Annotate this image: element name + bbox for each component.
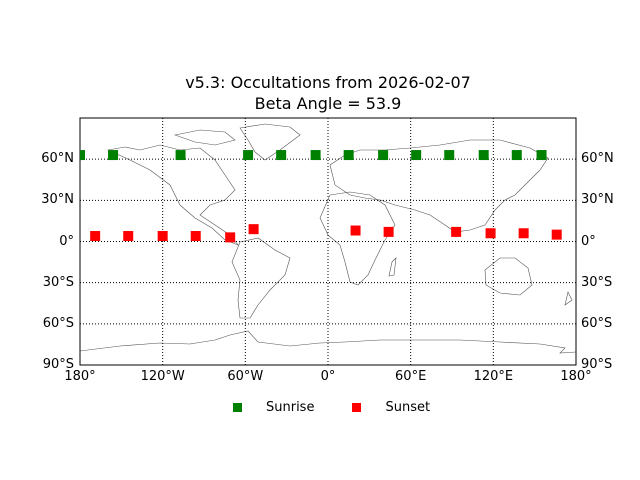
y-tick-label: 0° xyxy=(581,233,596,249)
sunrise-marker xyxy=(511,150,522,161)
y-tick-label: 60°S xyxy=(581,315,613,331)
y-tick-label: 60°N xyxy=(581,151,614,167)
sunset-marker xyxy=(248,224,259,235)
sunset-marker xyxy=(383,226,394,237)
sunset-marker xyxy=(350,225,361,236)
sunrise-marker xyxy=(175,150,186,161)
x-tick-label: 120°W xyxy=(140,369,185,384)
x-tick-label: 180° xyxy=(64,369,96,384)
occultation-markers xyxy=(80,150,562,243)
sunset-swatch-icon xyxy=(352,403,362,412)
sunrise-marker xyxy=(108,150,119,161)
sunset-marker xyxy=(123,231,134,242)
sunset-marker xyxy=(485,228,496,239)
sunrise-marker xyxy=(444,150,455,161)
x-tick-label: 0° xyxy=(320,369,336,384)
y-tick-label: 90°S xyxy=(581,357,613,372)
sunrise-marker xyxy=(343,150,354,161)
sunrise-swatch-icon xyxy=(233,403,242,412)
sunrise-marker xyxy=(80,150,85,161)
x-tick-label: 120°E xyxy=(473,369,514,384)
plot-frame xyxy=(79,117,577,366)
x-tick-label: 60°W xyxy=(227,369,264,384)
chart-title: v5.3: Occultations from 2026-02-07 xyxy=(185,73,471,92)
sunset-marker xyxy=(190,231,201,242)
chart-subtitle: Beta Angle = 53.9 xyxy=(254,94,402,113)
sunset-marker xyxy=(518,228,529,239)
y-tick-label: 0° xyxy=(59,233,74,249)
y-tick-label: 90°S xyxy=(42,357,74,372)
legend-label-sunset: Sunset xyxy=(385,400,431,415)
y-tick-label: 60°N xyxy=(41,151,74,167)
sunset-marker xyxy=(551,229,562,240)
sunrise-marker xyxy=(536,150,547,161)
sunrise-marker xyxy=(411,150,422,161)
y-tick-label: 30°N xyxy=(41,192,74,208)
legend-item-sunrise: Sunrise xyxy=(233,400,314,415)
legend-item-sunset: Sunset xyxy=(352,400,430,415)
sunrise-marker xyxy=(276,150,287,161)
y-tick-label: 30°N xyxy=(581,192,614,208)
sunrise-marker xyxy=(378,150,389,161)
sunset-marker xyxy=(90,231,101,242)
sunrise-marker xyxy=(243,150,254,161)
coastlines xyxy=(79,123,577,354)
y-tick-label: 30°S xyxy=(42,274,74,290)
y-tick-label: 30°S xyxy=(581,274,613,290)
graticule xyxy=(80,118,576,365)
sunrise-marker xyxy=(478,150,489,161)
legend: Sunrise Sunset xyxy=(233,400,468,415)
legend-label-sunrise: Sunrise xyxy=(266,400,315,415)
sunset-marker xyxy=(451,226,462,237)
sunset-marker xyxy=(225,232,236,243)
y-tick-label: 60°S xyxy=(42,315,74,331)
sunset-marker xyxy=(157,231,168,242)
sunrise-marker xyxy=(310,150,321,161)
x-tick-label: 180° xyxy=(560,369,592,384)
x-tick-label: 60°E xyxy=(395,369,427,384)
